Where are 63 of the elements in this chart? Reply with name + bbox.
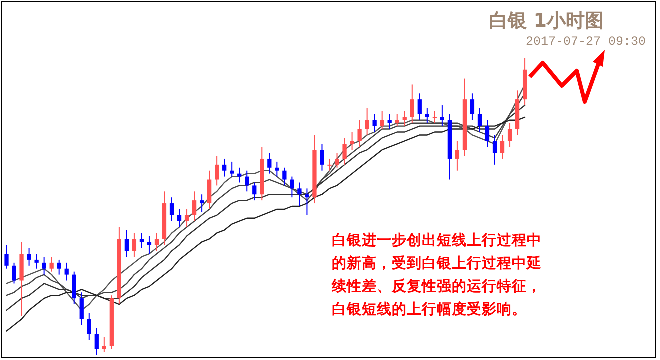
- candlestick: [492, 134, 498, 166]
- candlestick: [87, 312, 92, 341]
- candlestick: [372, 114, 377, 133]
- candlestick: [290, 176, 294, 198]
- candlestick: [102, 336, 106, 353]
- candlestick: [365, 108, 370, 136]
- candlestick: [402, 110, 407, 127]
- candlestick: [57, 259, 62, 276]
- candlestick: [184, 208, 190, 228]
- candlestick: [72, 271, 76, 306]
- candlestick: [282, 167, 287, 186]
- candlestick: [418, 93, 422, 121]
- candlestick: [305, 188, 310, 216]
- candlestick: [432, 110, 437, 124]
- candlestick: [34, 254, 39, 270]
- annotation: 白银进一步创出短线上行过程中的新高，受到白银上行过程中延续性差、反复性强的运行特征，白银短线的上行幅度受影响。: [331, 232, 542, 318]
- text: 2017-07-27 09:30: [526, 35, 646, 49]
- chart-title: 白银 1小时图: [489, 10, 604, 32]
- candlestick: [320, 144, 324, 172]
- candlestick: [192, 191, 197, 222]
- candlestick: [222, 158, 227, 178]
- candlestick: [358, 120, 362, 148]
- candlestick: [470, 93, 475, 121]
- candlestick: [425, 108, 430, 124]
- candlestick: [27, 248, 32, 266]
- candlestick: [298, 182, 302, 207]
- candlestick: [64, 262, 69, 282]
- candlestick: [94, 328, 99, 356]
- candlestick: [42, 256, 46, 276]
- candlestick: [4, 244, 9, 270]
- candlestick: [440, 105, 444, 127]
- candlestick: [478, 108, 482, 133]
- candlestick: [395, 114, 400, 127]
- candlestick: [245, 170, 250, 192]
- candlestick: [388, 114, 392, 130]
- candlestick: [140, 232, 144, 249]
- candlestick: [335, 152, 340, 168]
- candlestick: [154, 232, 160, 252]
- candlestick: [350, 132, 354, 151]
- candlestick: [268, 152, 272, 174]
- candlestick: [12, 262, 16, 284]
- candlestick: [410, 84, 414, 124]
- candlestick: [208, 170, 212, 210]
- candlestick: [170, 197, 174, 222]
- candlestick: [485, 120, 490, 148]
- candlestick: [50, 256, 54, 272]
- candlestick: [147, 236, 152, 255]
- candlestick: [380, 110, 384, 130]
- candlestick: [252, 182, 257, 202]
- candlestick: [230, 161, 234, 178]
- candlestick: [215, 156, 220, 186]
- candlestick: [508, 122, 512, 148]
- candlestick: [275, 161, 280, 178]
- candlestick: [80, 292, 84, 326]
- candlestick: [124, 230, 130, 258]
- candlestick: [132, 232, 137, 258]
- candlestick: [238, 167, 242, 184]
- candlestick: [455, 140, 460, 172]
- candlestick: [342, 138, 347, 166]
- candlestick: [177, 208, 182, 228]
- candlestick: [500, 134, 505, 160]
- candlestick: [328, 158, 332, 172]
- candlestick: [200, 194, 204, 213]
